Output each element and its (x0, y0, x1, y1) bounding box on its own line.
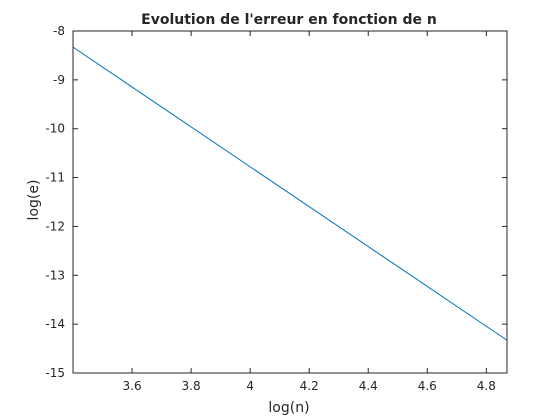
series-layer (72, 46, 508, 341)
y-tick-label: -11 (45, 171, 65, 185)
plot-area-frame (72, 30, 508, 374)
y-tick-label: -15 (45, 366, 65, 380)
y-tick-label: -9 (53, 73, 65, 87)
y-tick-label: -14 (45, 317, 65, 331)
x-tick-label: 3.8 (182, 379, 201, 393)
y-tick-label: -12 (45, 219, 65, 233)
y-axis-label: log(e) (26, 180, 42, 221)
chart-title: Evolution de l'erreur en fonction de n (141, 12, 437, 28)
x-axis-ticks: 3.6 3.8 4 4.2 4.4 4.6 4.8 (123, 31, 496, 393)
x-tick-label: 4.4 (359, 379, 378, 393)
x-tick-label: 3.6 (123, 379, 142, 393)
y-axis-ticks: -15 -14 -13 -12 -11 -10 -9 -8 (45, 24, 507, 380)
x-tick-label: 4 (246, 379, 254, 393)
x-axis-label: log(n) (268, 400, 309, 416)
x-tick-label: 4.8 (477, 379, 496, 393)
y-tick-label: -13 (45, 268, 65, 282)
series-line (72, 46, 508, 341)
x-tick-label: 4.6 (418, 379, 437, 393)
y-tick-label: -8 (53, 24, 65, 38)
x-tick-label: 4.2 (300, 379, 319, 393)
y-tick-label: -10 (45, 122, 65, 136)
